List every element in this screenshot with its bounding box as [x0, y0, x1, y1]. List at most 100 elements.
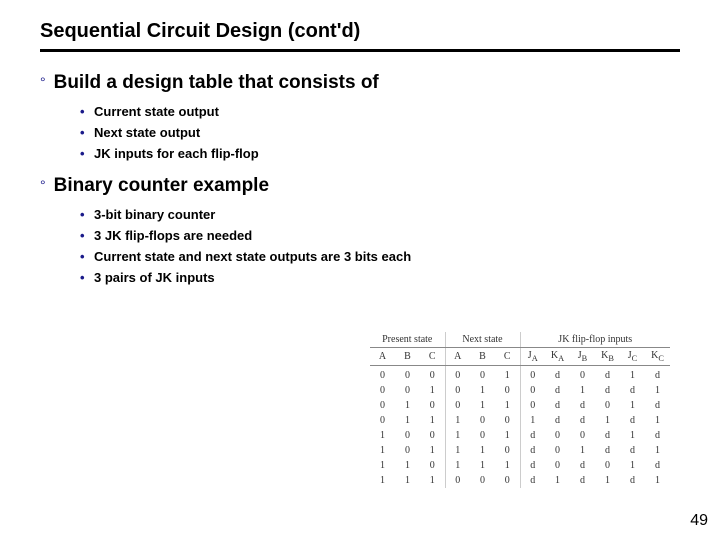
table-cell: d [645, 398, 670, 413]
table-cell: 0 [520, 398, 545, 413]
col-header: C [495, 348, 520, 366]
table-cell: 0 [395, 366, 420, 384]
table-cell: 1 [645, 473, 670, 488]
table-cell: d [570, 473, 595, 488]
table-cell: 1 [470, 383, 495, 398]
table-cell: 1 [370, 428, 395, 443]
table-row: 0010100d1dd1 [370, 383, 670, 398]
table-cell: 0 [420, 458, 445, 473]
table-cell: d [645, 458, 670, 473]
col-header: B [395, 348, 420, 366]
table-cell: 1 [595, 473, 620, 488]
table-cell: 1 [570, 443, 595, 458]
section-1-title: Build a design table that consists of [54, 72, 379, 94]
table-cell: 0 [595, 458, 620, 473]
table-cell: 1 [445, 413, 470, 428]
table-cell: 1 [395, 473, 420, 488]
col-header: KB [595, 348, 620, 366]
table-row: 0000010d0d1d [370, 366, 670, 384]
table-cell: 0 [395, 443, 420, 458]
list-item: Next state output [80, 125, 680, 140]
col-header: KC [645, 348, 670, 366]
table-cell: d [620, 383, 645, 398]
col-header: JC [620, 348, 645, 366]
design-table-container: Present state Next state JK flip-flop in… [370, 332, 670, 488]
table-cell: d [620, 473, 645, 488]
table-cell: 0 [570, 366, 595, 384]
section-2-head: ° Binary counter example [40, 175, 680, 197]
table-row: 0111001dd1d1 [370, 413, 670, 428]
table-cell: 1 [470, 398, 495, 413]
table-cell: d [545, 398, 570, 413]
table-cell: 1 [645, 383, 670, 398]
table-row: 110111d0d01d [370, 458, 670, 473]
table-cell: 0 [520, 383, 545, 398]
table-cell: 1 [445, 458, 470, 473]
table-cell: 0 [420, 398, 445, 413]
table-cell: 0 [470, 428, 495, 443]
design-table: Present state Next state JK flip-flop in… [370, 332, 670, 488]
col-header: A [445, 348, 470, 366]
table-cell: d [520, 458, 545, 473]
table-cell: d [645, 366, 670, 384]
table-cell: 1 [395, 458, 420, 473]
col-header: B [470, 348, 495, 366]
table-row: 101110d01dd1 [370, 443, 670, 458]
col-header: JB [570, 348, 595, 366]
bullet-ring-icon: ° [40, 74, 46, 90]
section-1: ° Build a design table that consists of … [40, 72, 680, 161]
table-cell: 0 [545, 458, 570, 473]
table-cell: 1 [495, 458, 520, 473]
table-cell: d [570, 413, 595, 428]
table-cell: 0 [420, 428, 445, 443]
table-cell: d [595, 383, 620, 398]
table-row: 0100110dd01d [370, 398, 670, 413]
table-cell: 0 [495, 443, 520, 458]
table-cell: d [520, 428, 545, 443]
table-cell: 0 [445, 398, 470, 413]
table-cell: 1 [370, 473, 395, 488]
table-cell: 1 [395, 413, 420, 428]
table-cell: d [645, 428, 670, 443]
table-cell: d [595, 366, 620, 384]
table-cell: d [520, 473, 545, 488]
col-header: C [420, 348, 445, 366]
page-number: 49 [690, 512, 708, 530]
table-cell: 1 [445, 443, 470, 458]
table-body: 0000010d0d1d0010100d1dd10100110dd01d0111… [370, 366, 670, 489]
table-cell: 1 [420, 383, 445, 398]
table-cell: d [520, 443, 545, 458]
table-cell: 0 [420, 366, 445, 384]
bullet-ring-icon: ° [40, 177, 46, 193]
table-cell: 1 [420, 443, 445, 458]
list-item: 3-bit binary counter [80, 207, 680, 222]
table-cell: 1 [420, 473, 445, 488]
col-header: A [370, 348, 395, 366]
section-1-bullets: Current state output Next state output J… [80, 104, 680, 161]
list-item: JK inputs for each flip-flop [80, 146, 680, 161]
table-cell: d [545, 383, 570, 398]
col-header: JA [520, 348, 545, 366]
table-col-header: ABCABCJAKAJBKBJCKC [370, 348, 670, 366]
section-2-title: Binary counter example [54, 175, 269, 197]
table-cell: 1 [420, 413, 445, 428]
table-cell: 0 [395, 428, 420, 443]
table-cell: 1 [620, 458, 645, 473]
table-cell: 1 [370, 443, 395, 458]
table-cell: 1 [545, 473, 570, 488]
table-cell: d [595, 443, 620, 458]
table-cell: 1 [620, 428, 645, 443]
table-cell: d [620, 413, 645, 428]
list-item: Current state and next state outputs are… [80, 249, 680, 264]
list-item: 3 JK flip-flops are needed [80, 228, 680, 243]
table-cell: 1 [470, 443, 495, 458]
table-cell: 0 [595, 398, 620, 413]
table-row: 100101d00d1d [370, 428, 670, 443]
table-cell: 1 [370, 458, 395, 473]
table-group-header: Present state Next state JK flip-flop in… [370, 332, 670, 348]
table-cell: 1 [620, 398, 645, 413]
table-cell: 0 [545, 428, 570, 443]
table-cell: 1 [520, 413, 545, 428]
table-cell: 0 [445, 366, 470, 384]
table-cell: 0 [445, 473, 470, 488]
